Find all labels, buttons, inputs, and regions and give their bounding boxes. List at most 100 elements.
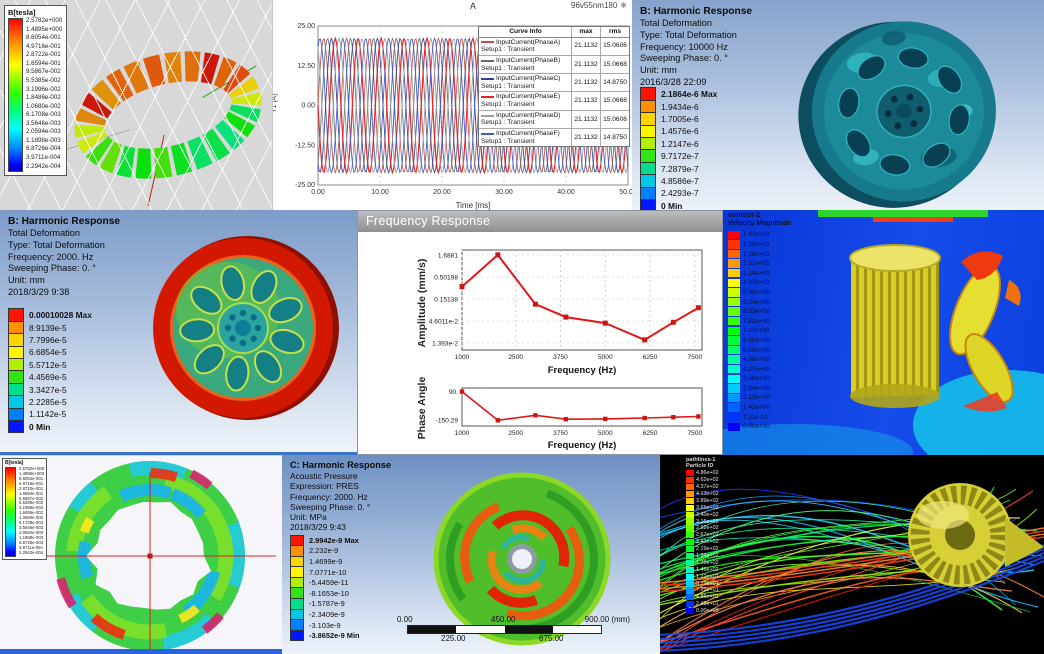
legend-row: 1.07e+01 bbox=[728, 278, 791, 288]
legend-values: 2.5782e+000 1.4895e+000 8.6054e-001 4.9716e… bbox=[26, 17, 62, 170]
legend-swatch bbox=[686, 580, 694, 587]
legend-swatch bbox=[728, 326, 740, 336]
legend-swatch bbox=[728, 288, 740, 297]
legend-swatch bbox=[728, 374, 740, 383]
legend-swatch bbox=[686, 608, 694, 615]
legend-swatch bbox=[686, 566, 694, 573]
legend-value: 7.11e-01 bbox=[743, 413, 768, 421]
legend-value: 6.40e+00 bbox=[743, 336, 770, 344]
window-titlebar[interactable]: Frequency Response bbox=[358, 211, 722, 232]
panel-cfd-velocity: contour-2 Velocity Magnitude 1.42e+01 1.3… bbox=[723, 210, 1044, 455]
legend-value: 2.19e+02 bbox=[696, 546, 719, 553]
legend-row: 7.2879e-7 bbox=[640, 161, 717, 176]
legend-value: 1.70e+02 bbox=[696, 559, 719, 566]
legend-value: 2.13e+00 bbox=[743, 394, 770, 402]
legend-row: 1.21e+01 bbox=[728, 259, 791, 269]
legend-row: 1.4576e-6 bbox=[640, 124, 717, 139]
legend-swatch bbox=[290, 629, 304, 642]
legend-value: 3.56e+00 bbox=[743, 375, 770, 383]
legend-swatch bbox=[686, 483, 694, 491]
legend-row: 7.11e+00 bbox=[728, 326, 791, 336]
curve-max: 21.1132 bbox=[571, 92, 600, 110]
phase-axis-label: Phase Angle bbox=[416, 376, 428, 440]
info-line: Type: Total Deformation bbox=[8, 239, 105, 250]
legend-row: 2.19e+02 bbox=[686, 545, 719, 553]
legend-value: 9.24e+00 bbox=[743, 298, 770, 306]
legend-row: 1.42e+00 bbox=[728, 403, 791, 413]
legend-row: 1.2147e-6 bbox=[640, 137, 717, 151]
curve-setup: Setup1 : Transient bbox=[481, 101, 535, 109]
legend-row: 2.67e+02 bbox=[686, 532, 719, 539]
legend-value: 7.7996e-5 bbox=[29, 334, 67, 345]
legend-value: 8.6054e-001 bbox=[26, 34, 61, 42]
model-label: 96v55nm180 bbox=[571, 1, 618, 10]
svg-text:10.00: 10.00 bbox=[371, 189, 389, 196]
legend-value: 2.4293e-7 bbox=[661, 188, 699, 199]
result-info-block: B: Harmonic Response Total Deformation T… bbox=[640, 5, 752, 89]
legend-row: 1.70e+02 bbox=[686, 559, 719, 566]
legend-row: -8.1653e-10 bbox=[290, 587, 360, 600]
curve-setup: Setup1 : Transient bbox=[481, 64, 535, 72]
legend-swatch bbox=[686, 545, 694, 553]
legend-value: 2.67e+02 bbox=[696, 532, 719, 539]
legend-value: 7.0771e-10 bbox=[309, 567, 347, 577]
legend-row: 4.86e+01 bbox=[686, 594, 719, 601]
legend-value: 4.9716e-001 bbox=[26, 42, 61, 50]
svg-text:30.00: 30.00 bbox=[495, 189, 513, 196]
svg-text:1.6881: 1.6881 bbox=[438, 252, 459, 259]
legend-swatch bbox=[728, 278, 740, 288]
legend-swatch bbox=[686, 504, 694, 511]
legend-value: 1.21e+01 bbox=[743, 260, 770, 268]
legend-value: 2.2942e-004 bbox=[26, 162, 61, 170]
curve-max: 21.1132 bbox=[571, 37, 600, 55]
info-line: Total Deformation bbox=[640, 18, 713, 29]
legend-value: 4.98e+00 bbox=[743, 356, 770, 364]
legend-value: 0.00e+00 bbox=[743, 423, 770, 431]
legend-row: 1.94e+02 bbox=[686, 552, 719, 560]
legend-swatch bbox=[728, 393, 740, 403]
info-line: Type: Total Deformation bbox=[640, 29, 737, 40]
legend-swatch bbox=[728, 365, 740, 374]
legend-value: 1.22e+02 bbox=[696, 573, 719, 580]
x-axis-label: Time [ms] bbox=[455, 201, 491, 210]
legend-value: 1.6594e-001 bbox=[26, 59, 61, 67]
legend-subtitle: Velocity Magnitude bbox=[728, 220, 792, 228]
legend-swatch bbox=[686, 477, 694, 484]
legend-row: 1.22e+02 bbox=[686, 573, 719, 580]
legend-row: 6.40e+00 bbox=[728, 336, 791, 346]
column-header: max bbox=[571, 27, 600, 37]
legend-row: 4.4569e-5 bbox=[8, 370, 92, 384]
legend-row: 4.27e+00 bbox=[728, 364, 791, 374]
ruler-max: 900.00 (mm) bbox=[584, 615, 630, 624]
svg-text:Frequency (Hz): Frequency (Hz) bbox=[548, 365, 617, 376]
legend-value: 2.1864e-6 Max bbox=[661, 89, 718, 100]
wheel-3d-model bbox=[798, 21, 996, 208]
legend-value: 3.9711e-004 bbox=[26, 154, 61, 161]
legend-swatch bbox=[640, 198, 656, 210]
curve-max: 21.1132 bbox=[571, 55, 600, 74]
legend-value: 7.11e+00 bbox=[743, 327, 770, 335]
info-line: Frequency: 2000. Hz bbox=[290, 491, 368, 502]
curve-setup: Setup1 : Transient bbox=[481, 137, 535, 145]
curve-rms: 15.0668 bbox=[600, 92, 629, 110]
legend-value: 3.9711e-004 bbox=[19, 544, 43, 550]
legend-row: 2.84e+00 bbox=[728, 384, 791, 394]
legend-swatch bbox=[686, 518, 694, 525]
legend-swatch bbox=[728, 317, 740, 326]
legend-value: 1.07e+01 bbox=[743, 279, 770, 287]
scale-ruler: 0.00 450.00 900.00 (mm) 225.00 675.00 bbox=[397, 615, 630, 643]
curve-rms: 14.8750 bbox=[600, 129, 629, 147]
svg-text:-12.50: -12.50 bbox=[295, 142, 315, 149]
curve-setup: Setup1 : Transient bbox=[481, 46, 535, 54]
legend-value: 6.6854e-5 bbox=[29, 347, 67, 358]
curve-setup: Setup1 : Transient bbox=[481, 119, 535, 127]
legend-value: 2.84e+00 bbox=[743, 384, 770, 392]
legend-value: 3.89e+02 bbox=[696, 497, 719, 504]
svg-text:25.00: 25.00 bbox=[297, 23, 315, 30]
legend-title: B[tesla] bbox=[8, 8, 36, 17]
svg-text:0.00: 0.00 bbox=[301, 103, 315, 110]
legend-value: 1.42e+01 bbox=[743, 231, 770, 239]
legend-swatch bbox=[686, 552, 694, 560]
legend-value: 4.86e+01 bbox=[696, 594, 719, 601]
model-label-group: 96v55nm180 ✱ bbox=[571, 1, 627, 10]
